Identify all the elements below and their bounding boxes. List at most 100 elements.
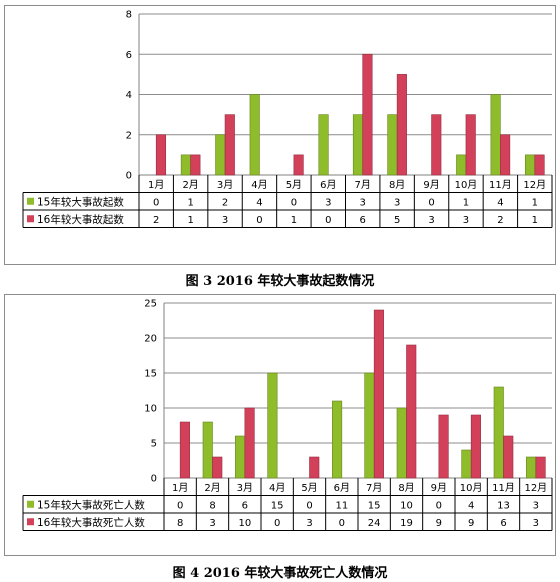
y-tick-label: 8 [126, 10, 132, 21]
legend-swatch [27, 500, 34, 508]
bar-s1-7 [364, 372, 375, 479]
data-label: 8 [209, 500, 215, 511]
x-tick-label: 4月 [269, 482, 285, 494]
figure3-caption: 图 3 2016 年较大事故起数情况 [185, 274, 375, 289]
data-label: 6 [360, 215, 366, 226]
data-label: 0 [436, 500, 442, 511]
x-tick-label: 5月 [301, 482, 317, 494]
x-tick-label: 6月 [334, 482, 350, 494]
data-label: 0 [274, 518, 280, 529]
x-tick-label: 12月 [523, 179, 546, 191]
data-label: 3 [533, 518, 539, 529]
data-label: 15 [368, 500, 381, 511]
x-tick-label: 11月 [489, 179, 512, 191]
y-tick-label: 20 [144, 334, 157, 345]
y-tick-label: 25 [144, 299, 157, 310]
bar-s2-5 [293, 154, 304, 176]
bar-s1-8 [387, 114, 398, 176]
legend-swatch [27, 215, 34, 223]
data-label: 3 [394, 197, 400, 208]
legend-swatch [27, 197, 34, 205]
bar-s2-3 [244, 407, 255, 479]
legend-label: 15年较大事故死亡人数 [37, 498, 145, 511]
y-tick-label: 10 [144, 404, 157, 415]
data-label: 13 [497, 500, 510, 511]
chart-accident-counts: 0 2 4 6 8 1月 2月 3月 4月 5月 6月 7月 8月 9月 10月 11月 12月 15年较大事故起… [22, 10, 553, 228]
bar-s2-11 [503, 435, 514, 479]
bar-s2-11 [500, 134, 511, 176]
bar-s1-10 [461, 449, 472, 479]
bar-s1-2 [180, 154, 191, 176]
bar-s1-10 [456, 154, 467, 176]
x-tick-label: 1月 [172, 482, 188, 494]
bar-s2-9 [438, 414, 449, 479]
chart-frame-2: 0 5 10 15 20 25 1月 2月 3月 4月 5月 6月 7月 8月 9月 10月 11月 12月 15年… [4, 294, 556, 556]
legend-label: 15年较大事故起数 [37, 195, 124, 208]
data-label: 4 [497, 197, 503, 208]
bar-s1-7 [352, 114, 364, 176]
bar-s1-11 [490, 94, 501, 176]
data-label: 3 [222, 215, 228, 226]
y-tick-label: 5 [151, 439, 157, 450]
data-label: 1 [532, 215, 538, 226]
x-tick-label: 6月 [320, 179, 336, 191]
bar-s1-3 [215, 134, 226, 176]
bar-s2-7 [362, 53, 373, 176]
data-label: 1 [291, 215, 297, 226]
data-label: 0 [339, 518, 345, 529]
bar-s2-12 [534, 154, 545, 176]
data-label: 4 [468, 500, 474, 511]
data-label: 6 [242, 500, 248, 511]
y-tick-label: 0 [126, 171, 132, 182]
x-tick-label: 2月 [204, 482, 220, 494]
bar-s1-6 [332, 400, 343, 479]
bar-s2-7 [373, 309, 384, 479]
data-label: 0 [256, 215, 262, 226]
bar-s2-5 [309, 456, 320, 479]
data-label: 0 [153, 197, 159, 208]
data-label: 3 [325, 197, 331, 208]
data-label: 5 [394, 215, 400, 226]
data-label: 3 [533, 500, 539, 511]
data-label: 1 [532, 197, 538, 208]
data-label: 1 [463, 197, 469, 208]
data-label: 10 [400, 500, 413, 511]
bar-s2-12 [535, 456, 546, 479]
data-label: 2 [153, 215, 159, 226]
data-label: 0 [306, 500, 312, 511]
legend-label: 16年较大事故死亡人数 [37, 516, 145, 529]
data-label: 8 [177, 518, 183, 529]
y-tick-label: 2 [126, 130, 132, 141]
bar-s1-2 [202, 421, 213, 479]
bar-s2-1 [179, 421, 190, 479]
data-label: 1 [187, 215, 193, 226]
x-tick-label: 8月 [389, 179, 405, 191]
data-label: 11 [335, 500, 348, 511]
data-label: 4 [256, 197, 262, 208]
x-tick-label: 8月 [398, 482, 414, 494]
data-label: 3 [463, 215, 469, 226]
data-label: 0 [291, 197, 297, 208]
bar-s2-10 [465, 114, 476, 176]
chart-frame-1: 0 2 4 6 8 1月 2月 3月 4月 5月 6月 7月 8月 9月 10月 11月 12月 15年较大事故起… [4, 5, 556, 265]
data-label: 2 [222, 197, 228, 208]
data-label: 3 [306, 518, 312, 529]
bar-s2-9 [431, 114, 442, 176]
x-tick-label: 9月 [431, 482, 447, 494]
x-tick-label: 3月 [217, 179, 233, 191]
data-label: 10 [238, 518, 251, 529]
bar-s1-4 [249, 94, 260, 176]
x-tick-label: 7月 [366, 482, 382, 494]
x-tick-label: 11月 [492, 482, 515, 494]
x-tick-label: 1月 [148, 179, 164, 191]
bar-s2-10 [470, 414, 481, 479]
bar-s1-3 [235, 435, 246, 479]
data-label: 15 [271, 500, 284, 511]
y-tick-label: 0 [151, 474, 157, 485]
data-label: 3 [428, 215, 434, 226]
data-label: 3 [360, 197, 366, 208]
data-label: 19 [400, 518, 413, 529]
x-tick-label: 3月 [237, 482, 253, 494]
bar-s2-1 [155, 134, 167, 176]
bar-s2-8 [396, 74, 407, 176]
